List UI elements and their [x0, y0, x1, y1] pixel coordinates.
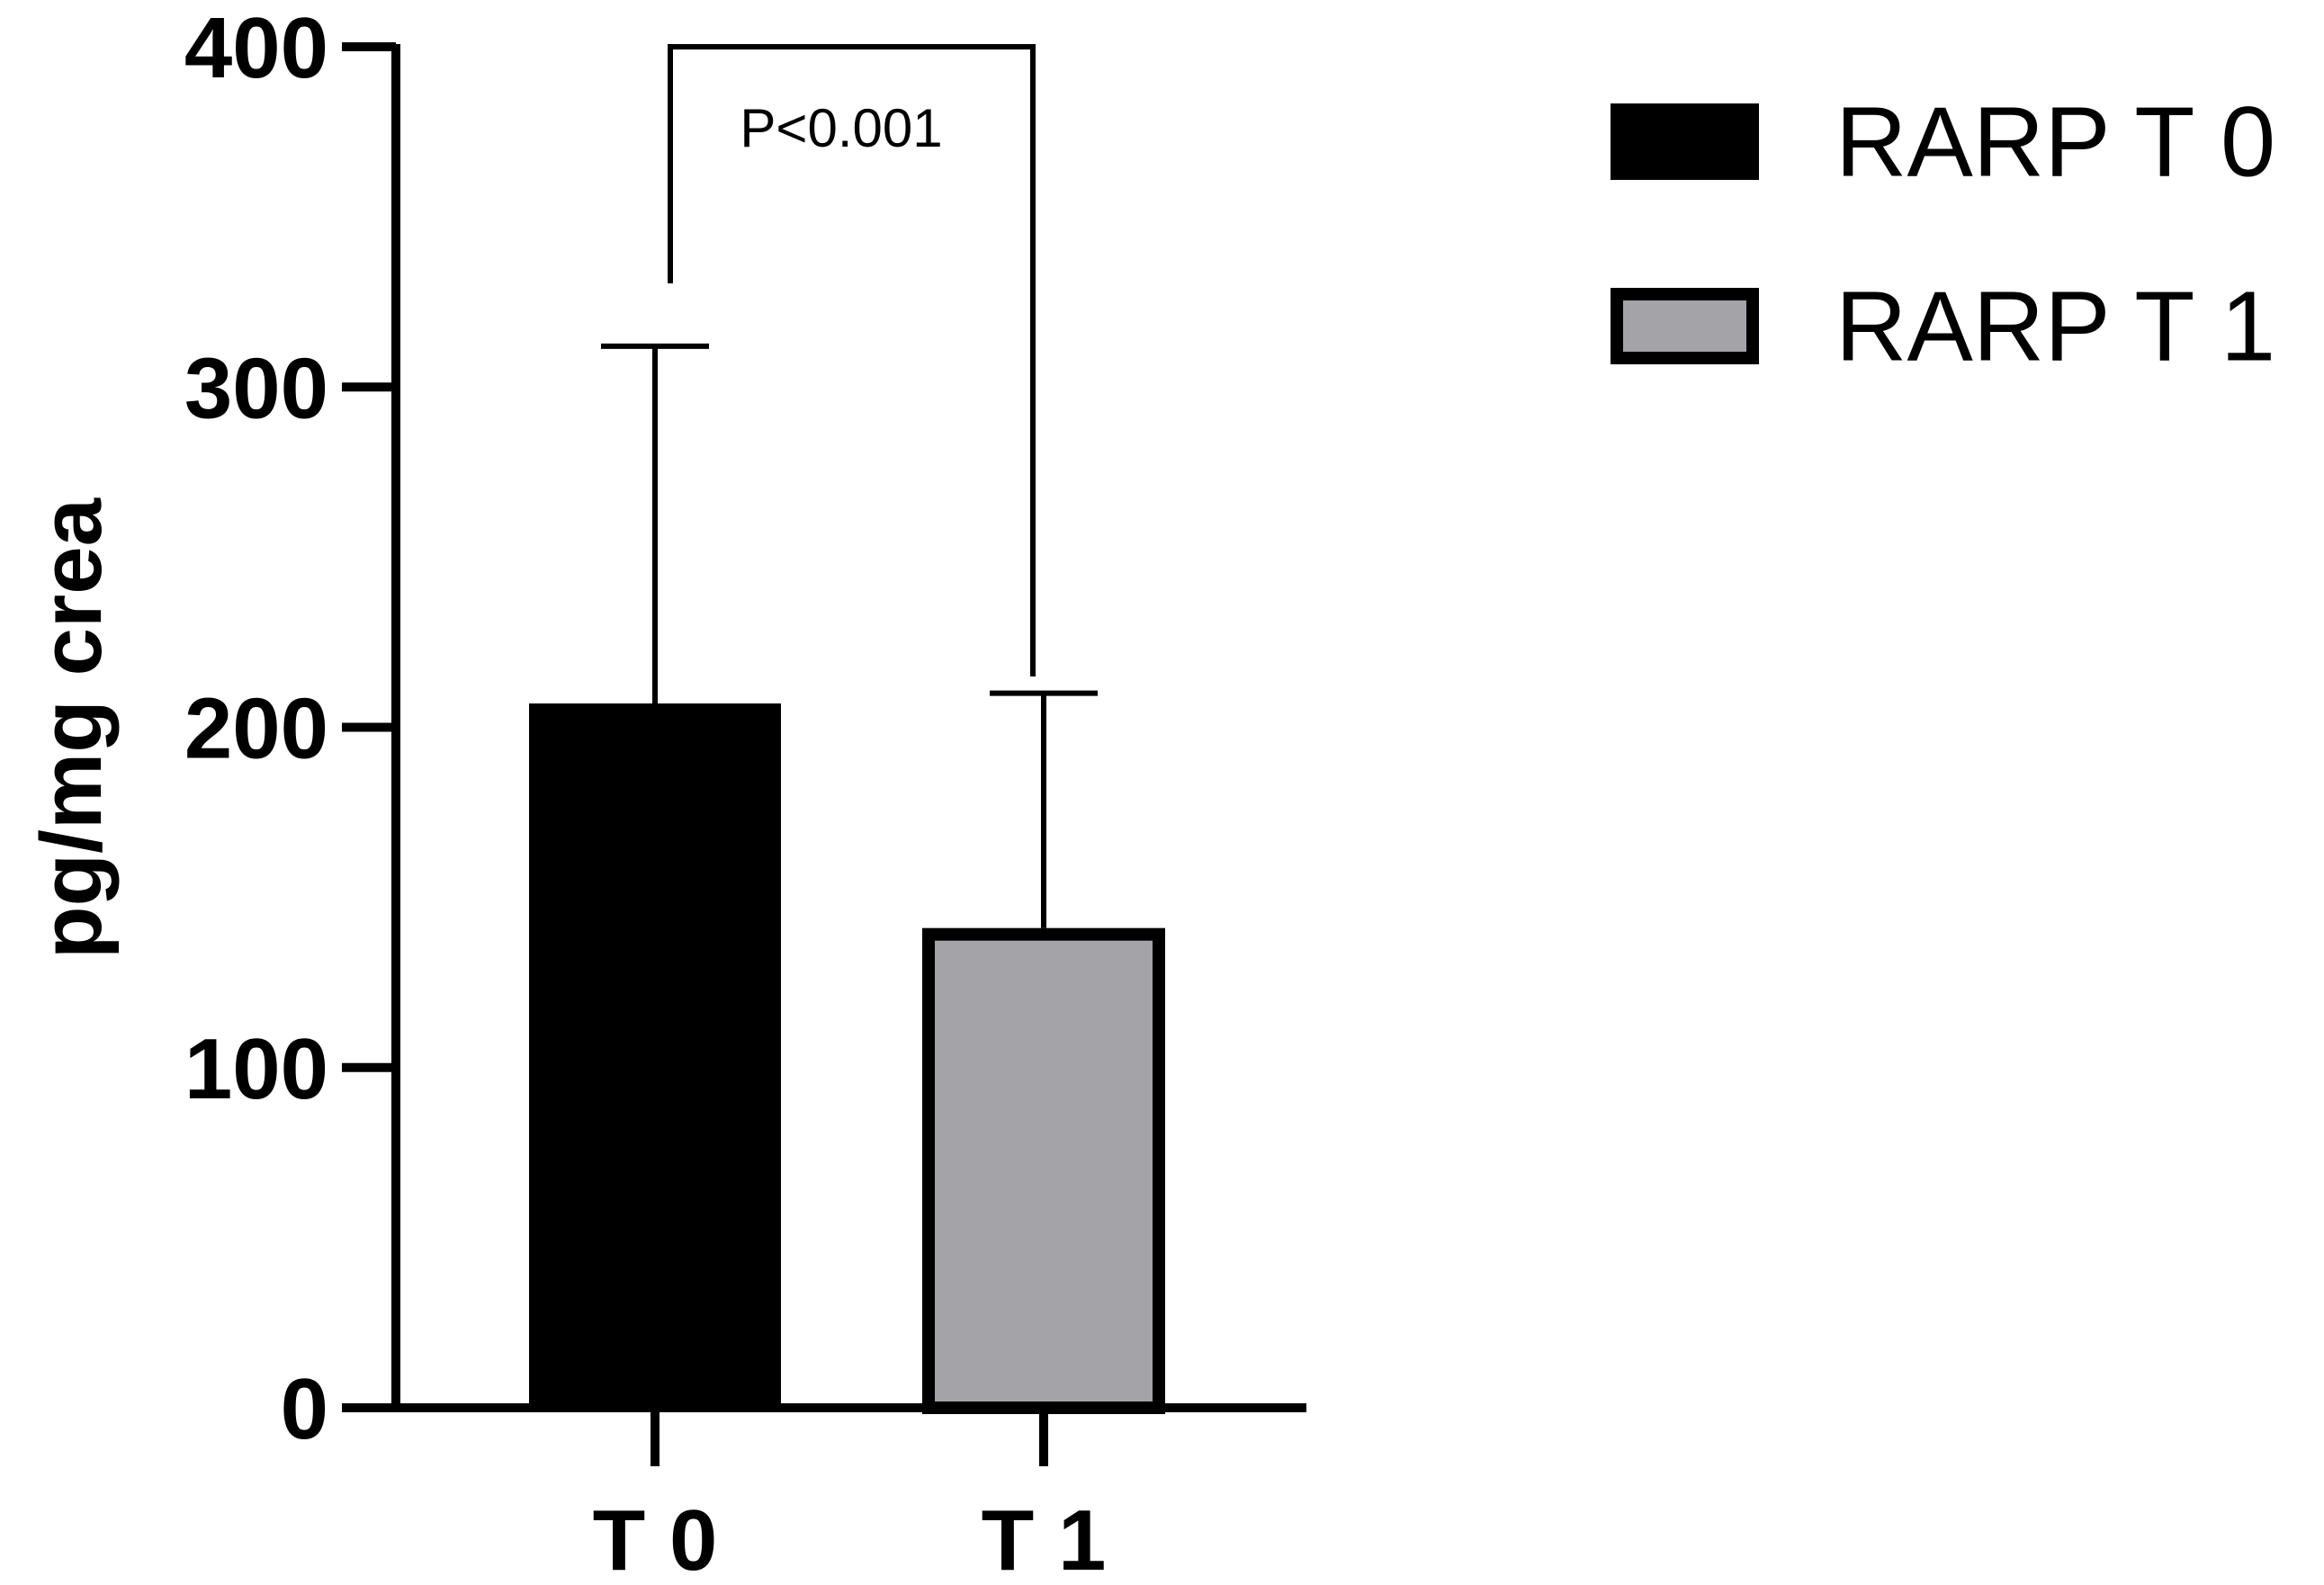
y-tick-label: 100 [184, 1021, 328, 1117]
bar-t0 [529, 703, 781, 1408]
y-tick-label: 200 [184, 681, 328, 777]
legend-swatch-rarp-t0 [1611, 103, 1759, 180]
legend-label: RARP T 0 [1835, 87, 2275, 198]
bar-t1 [922, 927, 1165, 1414]
x-tick-label: T 0 [593, 1492, 718, 1585]
legend-swatch-rarp-t1 [1611, 288, 1759, 364]
y-tick-label: 300 [184, 340, 328, 436]
significance-bracket: P<0.001 [668, 44, 1036, 676]
x-tick-label: T 1 [982, 1492, 1107, 1585]
error-bars [601, 343, 1098, 928]
y-axis-title: pg/mg crea [23, 497, 120, 959]
legend-label: RARP T 1 [1835, 272, 2275, 382]
legend: RARP T 0 RARP T 1 [1611, 87, 2275, 382]
axes: 0 100 200 300 400 T 0 T 1 [184, 0, 1306, 1585]
y-tick-label: 400 [184, 0, 328, 96]
p-value-annotation: P<0.001 [740, 98, 942, 158]
y-tick-label: 0 [281, 1361, 328, 1457]
bars [529, 703, 1165, 1414]
bracket-line [668, 44, 1036, 676]
